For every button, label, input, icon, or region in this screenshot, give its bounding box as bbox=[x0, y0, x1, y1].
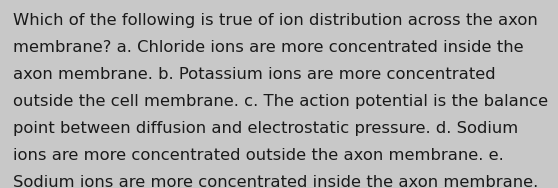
Text: ions are more concentrated outside the axon membrane. e.: ions are more concentrated outside the a… bbox=[13, 148, 504, 163]
Text: outside the cell membrane. c. The action potential is the balance: outside the cell membrane. c. The action… bbox=[13, 94, 548, 109]
Text: Which of the following is true of ion distribution across the axon: Which of the following is true of ion di… bbox=[13, 13, 538, 28]
Text: axon membrane. b. Potassium ions are more concentrated: axon membrane. b. Potassium ions are mor… bbox=[13, 67, 496, 82]
Text: membrane? a. Chloride ions are more concentrated inside the: membrane? a. Chloride ions are more conc… bbox=[13, 40, 523, 55]
Text: Sodium ions are more concentrated inside the axon membrane.: Sodium ions are more concentrated inside… bbox=[13, 176, 538, 188]
Text: point between diffusion and electrostatic pressure. d. Sodium: point between diffusion and electrostati… bbox=[13, 121, 518, 136]
